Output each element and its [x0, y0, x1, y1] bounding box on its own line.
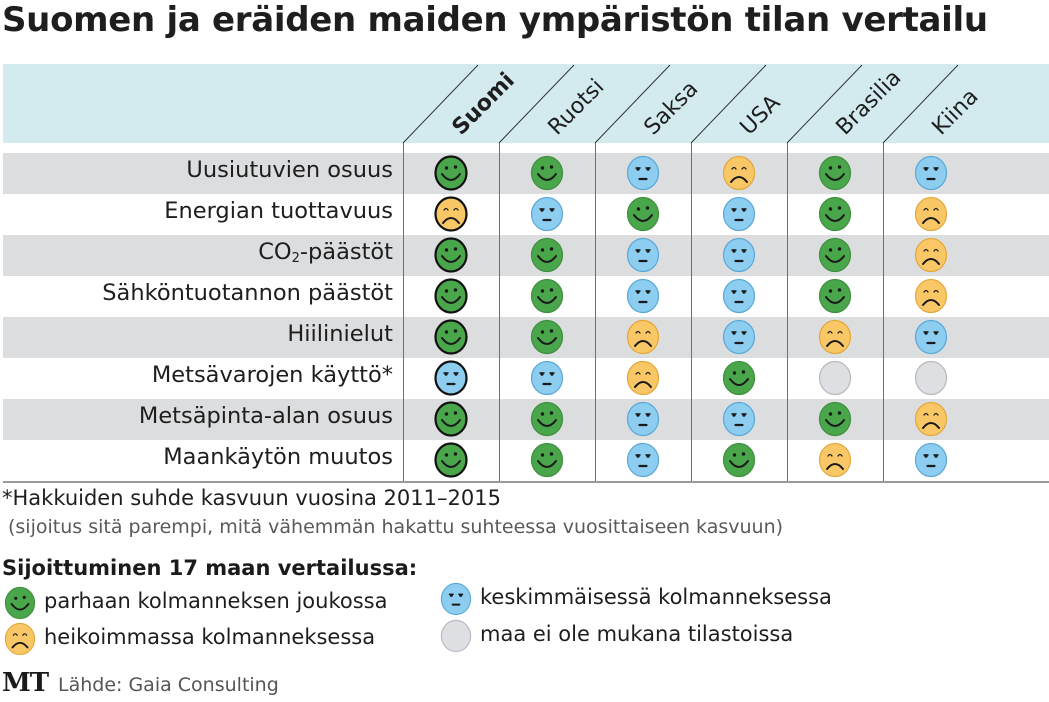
smiley-neutral-icon	[440, 582, 472, 616]
smiley-neutral-icon	[626, 278, 660, 314]
smiley-neutral-icon	[722, 237, 756, 273]
smiley-happy-icon	[818, 401, 852, 437]
smiley-happy-icon	[818, 196, 852, 232]
legend-label: heikoimmassa kolmanneksessa	[44, 625, 376, 649]
column-header-divider	[498, 64, 575, 144]
smiley-sad-icon	[626, 360, 660, 396]
row-label: Energian tuottavuus	[164, 198, 393, 224]
smiley-happy-icon	[434, 401, 468, 437]
chart-title: Suomen ja eräiden maiden ympäristön tila…	[2, 0, 988, 40]
empty-circle-icon	[440, 619, 472, 653]
row-label: Maankäytön muutos	[163, 444, 393, 470]
smiley-happy-icon	[722, 360, 756, 396]
column-header-usa: USA	[736, 90, 786, 140]
column-header-divider	[786, 64, 863, 144]
smiley-happy-icon	[434, 278, 468, 314]
table-row: Metsävarojen käyttö*	[3, 358, 1049, 399]
legend-label: keskimmäisessä kolmanneksessa	[480, 585, 832, 609]
column-divider	[595, 143, 596, 482]
row-label: Hiilinielut	[287, 321, 393, 347]
row-label: Metsäpinta-alan osuus	[138, 403, 393, 429]
empty-circle-icon	[818, 360, 852, 396]
empty-circle-icon	[914, 360, 948, 396]
smiley-happy-icon	[818, 278, 852, 314]
smiley-sad-icon	[434, 196, 468, 232]
comparison-table: Uusiutuvien osuus Energian tuottavuus CO2-…	[3, 153, 1049, 481]
smiley-happy-icon	[530, 155, 564, 191]
column-divider	[883, 143, 884, 482]
column-header-divider	[690, 64, 767, 144]
smiley-neutral-icon	[722, 278, 756, 314]
table-row: Maankäytön muutos	[3, 440, 1049, 481]
table-row: Hiilinielut	[3, 317, 1049, 358]
table-row: CO2-päästöt	[3, 235, 1049, 276]
row-label: Uusiutuvien osuus	[186, 157, 393, 183]
column-header-kiina: Kiina	[928, 84, 984, 140]
row-label: CO2-päästöt	[258, 239, 393, 266]
smiley-neutral-icon	[530, 196, 564, 232]
smiley-sad-icon	[818, 442, 852, 478]
column-headers: Suomi Ruotsi Saksa USA Brasilia Kiina	[402, 64, 984, 144]
smiley-sad-icon	[914, 196, 948, 232]
mt-logo: MT	[2, 668, 49, 698]
column-header-divider	[882, 64, 959, 144]
smiley-happy-icon	[626, 196, 660, 232]
column-divider	[403, 143, 404, 482]
smiley-happy-icon	[434, 442, 468, 478]
column-header-suomi: Suomi	[448, 68, 520, 140]
column-header-divider	[594, 64, 671, 144]
column-divider	[499, 143, 500, 482]
smiley-happy-icon	[530, 278, 564, 314]
table-row: Energian tuottavuus	[3, 194, 1049, 235]
smiley-neutral-icon	[530, 360, 564, 396]
column-header-band	[3, 64, 1049, 143]
smiley-sad-icon	[4, 622, 36, 656]
smiley-sad-icon	[818, 319, 852, 355]
smiley-neutral-icon	[914, 319, 948, 355]
smiley-neutral-icon	[722, 319, 756, 355]
column-header-ruotsi: Ruotsi	[544, 75, 610, 141]
smiley-neutral-icon	[626, 442, 660, 478]
smiley-happy-icon	[722, 442, 756, 478]
smiley-happy-icon	[818, 237, 852, 273]
legend-label: parhaan kolmanneksen joukossa	[44, 589, 388, 613]
smiley-happy-icon	[530, 237, 564, 273]
smiley-neutral-icon	[434, 360, 468, 396]
smiley-sad-icon	[914, 401, 948, 437]
legend-title: Sijoittuminen 17 maan vertailussa:	[2, 556, 418, 580]
column-header-divider	[402, 64, 479, 144]
source-text: Lähde: Gaia Consulting	[58, 674, 279, 696]
smiley-happy-icon	[434, 319, 468, 355]
smiley-neutral-icon	[626, 155, 660, 191]
smiley-happy-icon	[4, 586, 36, 620]
smiley-sad-icon	[914, 237, 948, 273]
table-bottom-divider	[3, 481, 1049, 483]
column-divider	[787, 143, 788, 482]
smiley-neutral-icon	[626, 237, 660, 273]
smiley-happy-icon	[530, 442, 564, 478]
smiley-neutral-icon	[914, 442, 948, 478]
column-divider	[691, 143, 692, 482]
smiley-happy-icon	[530, 319, 564, 355]
smiley-happy-icon	[434, 237, 468, 273]
smiley-sad-icon	[914, 278, 948, 314]
smiley-neutral-icon	[626, 401, 660, 437]
table-row: Uusiutuvien osuus	[3, 153, 1049, 194]
footnote-detail: (sijoitus sitä parempi, mitä vähemmän ha…	[8, 516, 784, 538]
legend-label: maa ei ole mukana tilastoissa	[480, 622, 794, 646]
smiley-sad-icon	[626, 319, 660, 355]
table-row: Sähköntuotannon päästöt	[3, 276, 1049, 317]
smiley-happy-icon	[530, 401, 564, 437]
smiley-sad-icon	[722, 155, 756, 191]
table-row: Metsäpinta-alan osuus	[3, 399, 1049, 440]
smiley-neutral-icon	[722, 196, 756, 232]
smiley-happy-icon	[818, 155, 852, 191]
smiley-happy-icon	[434, 155, 468, 191]
column-header-brasilia: Brasilia	[832, 65, 907, 140]
footnote: *Hakkuiden suhde kasvuun vuosina 2011–20…	[2, 486, 501, 510]
row-label: Sähköntuotannon päästöt	[102, 280, 393, 306]
smiley-neutral-icon	[722, 401, 756, 437]
smiley-neutral-icon	[914, 155, 948, 191]
row-label: Metsävarojen käyttö*	[151, 362, 393, 388]
